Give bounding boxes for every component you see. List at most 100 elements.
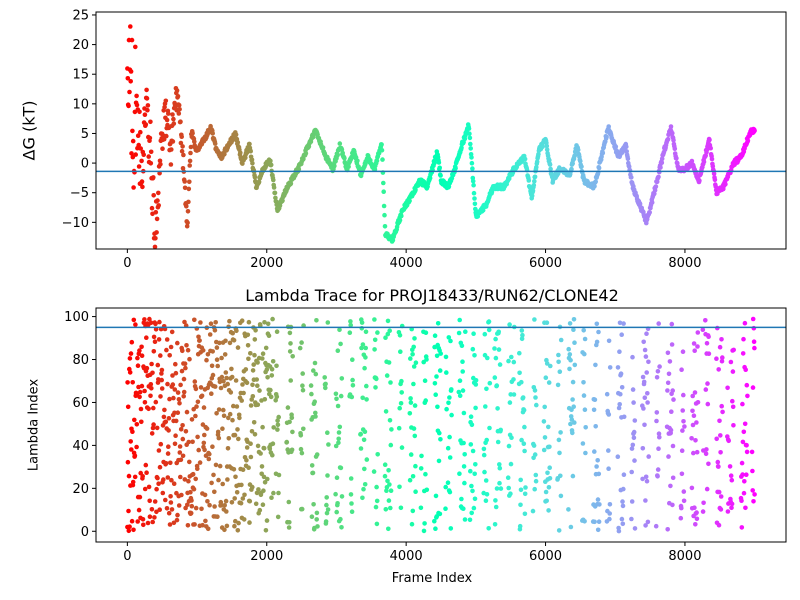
lambda-point xyxy=(461,440,466,446)
lambda-point xyxy=(289,415,295,421)
lambda-point xyxy=(389,427,394,432)
lambda-point xyxy=(276,490,281,496)
lambda-point xyxy=(275,422,281,428)
lambda-x-tick-label: 4000 xyxy=(390,549,423,564)
lambda-point xyxy=(411,364,417,369)
lambda-point xyxy=(472,471,478,477)
delta-g-point xyxy=(156,203,161,208)
lambda-point xyxy=(287,349,293,354)
lambda-point xyxy=(530,508,536,514)
lambda-y-tick-label: 100 xyxy=(64,310,89,325)
delta-g-point xyxy=(381,180,386,186)
lambda-point xyxy=(308,383,314,388)
lambda-point xyxy=(385,478,390,484)
lambda-point xyxy=(325,320,331,325)
lambda-point xyxy=(264,518,270,523)
lambda-point xyxy=(333,443,339,449)
lambda-point xyxy=(268,394,274,400)
lambda-point xyxy=(130,479,136,485)
lambda-point xyxy=(642,422,647,428)
lambda-point xyxy=(173,418,179,424)
lambda-point xyxy=(473,462,478,467)
delta-g-point xyxy=(530,188,536,194)
lambda-point xyxy=(154,509,159,515)
lambda-point xyxy=(386,498,392,503)
delta-g-point xyxy=(529,193,535,198)
lambda-point xyxy=(324,502,329,508)
lambda-point xyxy=(388,380,393,385)
lambda-point xyxy=(360,395,366,401)
lambda-point xyxy=(252,432,258,437)
delta-g-point xyxy=(470,178,476,184)
lambda-point xyxy=(179,368,185,374)
lambda-point xyxy=(180,453,186,459)
lambda-point xyxy=(216,435,222,441)
lambda-point xyxy=(703,318,708,323)
lambda-point xyxy=(462,517,468,522)
delta-g-point xyxy=(155,198,160,203)
lambda-point xyxy=(714,436,719,442)
lambda-point xyxy=(665,350,671,356)
lambda-point xyxy=(335,348,341,354)
lambda-point xyxy=(397,333,403,338)
delta-g-point xyxy=(185,209,191,214)
lambda-point xyxy=(751,339,757,345)
lambda-point xyxy=(682,424,687,429)
lambda-point xyxy=(212,328,218,333)
lambda-point xyxy=(247,498,253,504)
lambda-point xyxy=(260,502,266,508)
lambda-point xyxy=(496,347,502,352)
lambda-point xyxy=(595,497,601,502)
lambda-point xyxy=(359,320,365,325)
lambda-point xyxy=(517,523,523,529)
lambda-point xyxy=(235,528,241,533)
lambda-point xyxy=(459,496,464,502)
lambda-point xyxy=(739,460,745,466)
lambda-point xyxy=(681,419,686,424)
delta-g-point xyxy=(480,208,486,213)
lambda-point xyxy=(719,403,724,409)
lambda-point xyxy=(522,448,527,454)
lambda-point xyxy=(129,518,135,524)
lambda-point xyxy=(194,404,199,409)
lambda-point xyxy=(445,445,451,451)
lambda-point xyxy=(506,485,512,491)
lambda-point xyxy=(225,381,230,387)
lambda-point xyxy=(311,502,316,507)
delta-g-point xyxy=(187,158,193,164)
lambda-point xyxy=(433,392,439,398)
lambda-point xyxy=(542,435,548,440)
lambda-point xyxy=(654,375,660,380)
delta-g-point xyxy=(471,190,477,196)
delta-g-point xyxy=(381,189,387,194)
delta-g-point xyxy=(152,244,158,249)
lambda-point xyxy=(645,391,650,396)
lambda-point xyxy=(252,337,258,342)
lambda-point xyxy=(165,381,170,387)
lambda-point xyxy=(597,502,602,507)
delta-g-point xyxy=(158,162,163,167)
lambda-point xyxy=(484,492,490,497)
lambda-y-ticks: 0 20 40 60 80 100 xyxy=(64,310,96,540)
lambda-point xyxy=(410,508,416,514)
lambda-point xyxy=(607,516,612,522)
delta-g-point xyxy=(536,151,541,157)
lambda-point xyxy=(385,331,391,337)
lambda-point xyxy=(189,417,195,422)
delta-g-y-tick-label: 20 xyxy=(72,38,89,53)
lambda-point xyxy=(469,483,474,489)
lambda-point xyxy=(249,429,255,434)
lambda-point xyxy=(438,437,443,442)
lambda-point xyxy=(312,399,318,405)
lambda-point xyxy=(511,359,517,365)
lambda-point xyxy=(644,370,649,375)
lambda-point xyxy=(348,322,354,328)
lambda-point xyxy=(171,395,176,401)
delta-g-point xyxy=(268,158,273,164)
lambda-point xyxy=(582,407,588,413)
lambda-point xyxy=(246,319,252,325)
delta-g-point xyxy=(569,166,574,172)
delta-g-point xyxy=(144,96,150,101)
lambda-point xyxy=(246,356,251,362)
lambda-point xyxy=(142,486,148,492)
